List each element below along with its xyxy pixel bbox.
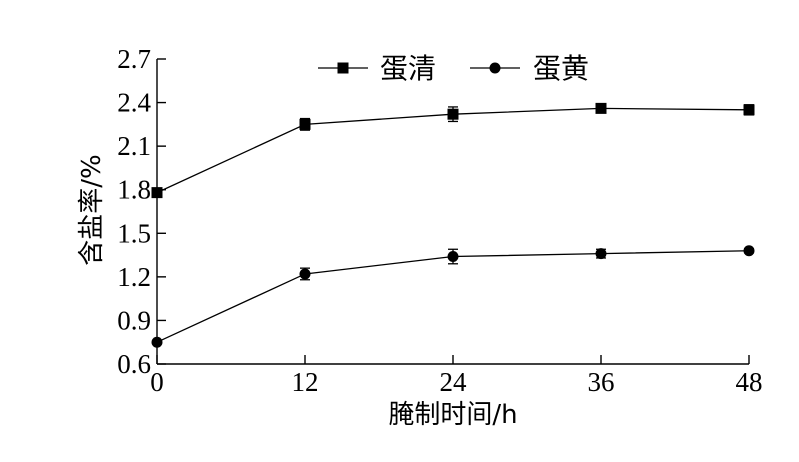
x-tick-label: 24: [440, 367, 468, 397]
legend: 蛋清 蛋黄: [318, 52, 589, 85]
series-1: [151, 102, 755, 199]
axes: 0.6 0.9 1.2 1.5 1.8 2.1 2.4 2.7 0 12 24 36 48: [117, 44, 762, 397]
y-tick-label: 1.2: [117, 262, 151, 292]
data-point-circle: [151, 336, 163, 348]
series-layer: [151, 102, 755, 348]
y-tick-label: 1.8: [117, 175, 151, 205]
series-line: [156, 250, 750, 343]
data-point-square: [447, 108, 459, 120]
y-tick-label: 2.7: [117, 44, 151, 74]
data-point-circle: [447, 251, 459, 263]
y-tick-label: 0.6: [117, 349, 151, 379]
series-2: [151, 245, 755, 348]
legend-label: 蛋黄: [533, 52, 589, 85]
y-tick-label: 2.1: [117, 131, 151, 161]
data-point-square: [299, 118, 311, 130]
data-point-circle: [743, 245, 755, 257]
x-tick-label: 36: [588, 367, 615, 397]
x-axis-title: 腌制时间/h: [388, 400, 517, 430]
y-tick-label: 1.5: [117, 218, 151, 248]
y-axis-title: 含盐率/%: [77, 154, 107, 265]
data-point-square: [743, 104, 755, 116]
y-tick-label: 2.4: [117, 88, 151, 118]
y-tick-label: 0.9: [117, 305, 151, 335]
data-point-circle: [299, 268, 311, 280]
data-point-circle: [489, 62, 501, 74]
data-point-square: [337, 62, 349, 74]
x-tick-label: 0: [150, 367, 164, 397]
data-point-circle: [595, 248, 607, 260]
data-point-square: [151, 187, 163, 199]
legend-label: 蛋清: [380, 52, 436, 85]
x-tick-label: 48: [736, 367, 763, 397]
x-tick-label: 12: [292, 367, 319, 397]
data-point-square: [595, 102, 607, 114]
